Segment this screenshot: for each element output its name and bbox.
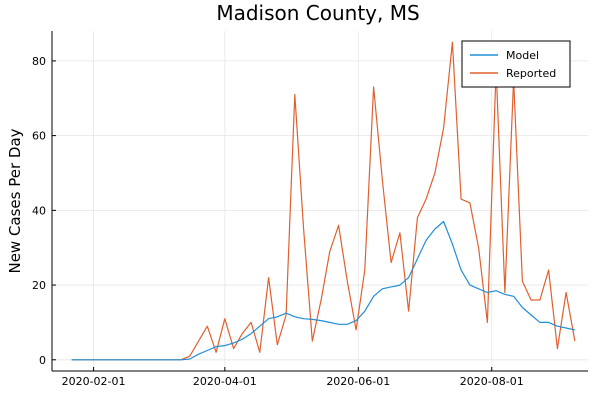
y-tick-label: 80	[32, 55, 46, 68]
y-tick-label: 60	[32, 130, 46, 143]
y-tick-label: 0	[39, 354, 46, 367]
series-layer	[71, 41, 576, 361]
x-tick-label: 2020-04-01	[193, 375, 257, 388]
series-line-reported	[71, 41, 576, 361]
x-tick-label: 2020-06-01	[326, 375, 390, 388]
x-tick-label: 2020-02-01	[62, 375, 126, 388]
legend-label-model: Model	[506, 49, 539, 62]
y-axis-title: New Cases Per Day	[6, 128, 24, 273]
x-tick-label: 2020-08-01	[460, 375, 524, 388]
legend: Model Reported	[461, 40, 571, 88]
legend-label-reported: Reported	[506, 67, 556, 80]
y-tick-label: 40	[32, 204, 46, 217]
series-line-model	[71, 220, 576, 361]
legend-box	[461, 40, 571, 88]
tick-labels: 0 20 40 60 80 2020-02-01 2020-04-01 2020-06-01 2…	[32, 55, 524, 388]
y-tick-label: 20	[32, 279, 46, 292]
axes	[51, 31, 588, 372]
chart-title: Madison County, MS	[216, 1, 419, 25]
